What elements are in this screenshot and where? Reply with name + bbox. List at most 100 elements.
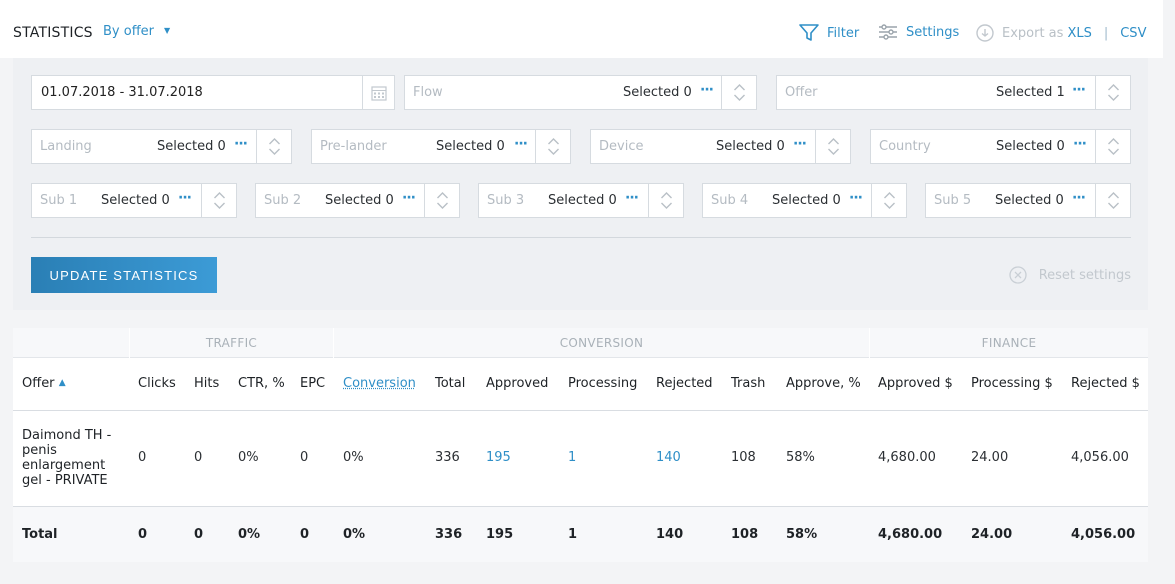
sliders-icon (879, 24, 897, 40)
up-down-chevron-icon[interactable] (201, 184, 236, 217)
table-row-offer-name: Daimond TH - penis enlargement gel - PRI… (22, 428, 112, 488)
reset-label: Reset settings (1038, 267, 1131, 283)
sub1-selected: Selected 0 (101, 193, 170, 208)
device-selected: Selected 0 (716, 139, 785, 154)
col-processing-money-header[interactable]: Processing $ (971, 376, 1053, 391)
flow-filter[interactable]: Flow Selected 0 ··· (404, 75, 757, 110)
up-down-chevron-icon[interactable] (1095, 184, 1130, 217)
col-hits-header[interactable]: Hits (194, 376, 220, 391)
group-header-blank (13, 328, 129, 358)
col-ctr-header[interactable]: CTR, % (238, 376, 285, 391)
total-processing-money: 24.00 (971, 527, 1013, 542)
col-clicks-header[interactable]: Clicks (138, 376, 176, 391)
more-icon[interactable]: ··· (1072, 190, 1086, 206)
prelander-selected: Selected 0 (436, 139, 505, 154)
up-down-chevron-icon[interactable] (424, 184, 459, 217)
col-rejected-header[interactable]: Rejected (656, 376, 713, 391)
more-icon[interactable]: ··· (793, 136, 807, 152)
sub4-filter[interactable]: Sub 4 Selected 0 ··· (702, 183, 907, 218)
funnel-icon (799, 24, 819, 41)
export-xls-link[interactable]: XLS (1067, 25, 1092, 41)
total-clicks: 0 (138, 527, 148, 542)
row-hits: 0 (194, 450, 203, 465)
total-hits: 0 (194, 527, 204, 542)
more-icon[interactable]: ··· (234, 136, 248, 152)
row-conversion: 0% (343, 450, 364, 465)
up-down-chevron-icon[interactable] (648, 184, 683, 217)
export-csv-link[interactable]: CSV (1120, 25, 1147, 41)
sub1-placeholder: Sub 1 (40, 193, 78, 208)
total-rejected: 140 (656, 527, 684, 542)
country-filter[interactable]: Country Selected 0 ··· (870, 129, 1131, 164)
row-trash: 108 (731, 450, 756, 465)
col-total-header[interactable]: Total (435, 376, 466, 391)
total-label-text: Total (22, 527, 58, 542)
offer-placeholder: Offer (785, 85, 818, 100)
sub3-placeholder: Sub 3 (487, 193, 525, 208)
filters-divider (31, 237, 1131, 238)
more-icon[interactable]: ··· (700, 82, 714, 98)
sub2-filter[interactable]: Sub 2 Selected 0 ··· (255, 183, 460, 218)
total-conversion: 0% (343, 527, 366, 542)
more-icon[interactable]: ··· (514, 136, 528, 152)
sub3-filter[interactable]: Sub 3 Selected 0 ··· (478, 183, 684, 218)
row-approved-link[interactable]: 195 (486, 450, 511, 465)
landing-filter[interactable]: Landing Selected 0 ··· (31, 129, 292, 164)
up-down-chevron-icon[interactable] (1095, 130, 1130, 163)
row-total: 336 (435, 450, 460, 465)
sub1-filter[interactable]: Sub 1 Selected 0 ··· (31, 183, 237, 218)
flow-selected: Selected 0 (623, 85, 692, 100)
filter-button[interactable]: Filter (799, 24, 859, 42)
landing-selected: Selected 0 (157, 139, 226, 154)
col-offer-header[interactable]: Offer ▲ (22, 376, 66, 391)
row-approved-money: 4,680.00 (878, 450, 936, 465)
up-down-chevron-icon[interactable] (1095, 76, 1130, 109)
up-down-chevron-icon[interactable] (871, 184, 906, 217)
more-icon[interactable]: ··· (625, 190, 639, 206)
update-statistics-button[interactable]: UPDATE STATISTICS (31, 257, 217, 293)
offer-selected: Selected 1 (996, 85, 1065, 100)
download-circle-icon (976, 24, 994, 42)
row-processing-link[interactable]: 1 (568, 450, 577, 465)
total-trash: 108 (731, 527, 759, 542)
sub4-placeholder: Sub 4 (711, 193, 749, 208)
up-down-chevron-icon[interactable] (721, 76, 756, 109)
up-down-chevron-icon[interactable] (256, 130, 291, 163)
reset-settings-button[interactable]: Reset settings (1009, 266, 1131, 284)
more-icon[interactable]: ··· (402, 190, 416, 206)
offer-filter[interactable]: Offer Selected 1 ··· (776, 75, 1131, 110)
sub2-selected: Selected 0 (325, 193, 394, 208)
col-approved-money-header[interactable]: Approved $ (878, 376, 953, 391)
device-filter[interactable]: Device Selected 0 ··· (590, 129, 851, 164)
total-row: Total (13, 507, 1148, 562)
more-icon[interactable]: ··· (178, 190, 192, 206)
group-header-conversion: CONVERSION (334, 328, 869, 358)
settings-button[interactable]: Settings (878, 24, 959, 40)
prelander-filter[interactable]: Pre-lander Selected 0 ··· (311, 129, 571, 164)
page-title: STATISTICS (13, 25, 93, 41)
date-range-input[interactable]: 01.07.2018 - 31.07.2018 (31, 75, 395, 110)
col-rejected-money-header[interactable]: Rejected $ (1071, 376, 1140, 391)
calendar-icon[interactable] (362, 76, 394, 109)
sub5-filter[interactable]: Sub 5 Selected 0 ··· (925, 183, 1131, 218)
more-icon[interactable]: ··· (1073, 136, 1087, 152)
col-epc-header[interactable]: EPC (300, 376, 326, 391)
col-approved-header[interactable]: Approved (486, 376, 549, 391)
col-conversion-header[interactable]: Conversion (343, 376, 416, 391)
row-ctr: 0% (238, 450, 259, 465)
more-icon[interactable]: ··· (849, 190, 863, 206)
sort-asc-icon: ▲ (58, 378, 66, 388)
col-processing-header[interactable]: Processing (568, 376, 638, 391)
export-label: Export as (1002, 25, 1064, 41)
more-icon[interactable]: ··· (1072, 82, 1086, 98)
up-down-chevron-icon[interactable] (815, 130, 850, 163)
header-divider (13, 410, 1148, 411)
top-bar: STATISTICS By offer ▼ Filter Settings Exp… (0, 0, 1163, 58)
col-approve-pct-header[interactable]: Approve, % (786, 376, 861, 391)
col-trash-header[interactable]: Trash (731, 376, 766, 391)
row-approve-pct: 58% (786, 450, 815, 465)
group-by-dropdown[interactable]: By offer ▼ (103, 24, 170, 39)
row-rejected-link[interactable]: 140 (656, 450, 681, 465)
up-down-chevron-icon[interactable] (535, 130, 570, 163)
prelander-placeholder: Pre-lander (320, 139, 387, 154)
